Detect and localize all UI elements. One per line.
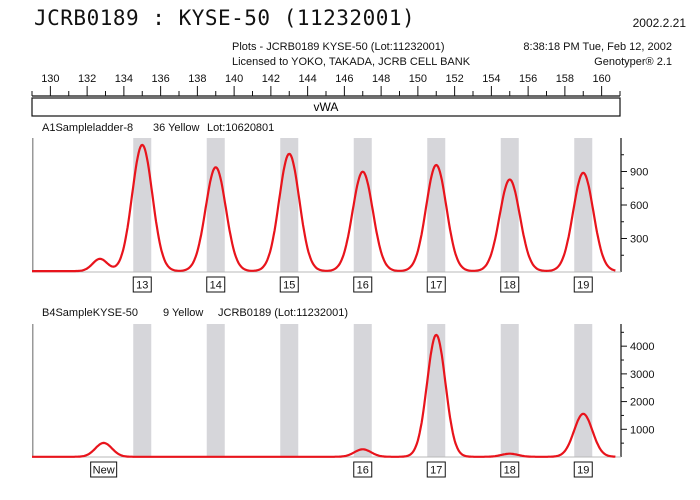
allele-call-box: [573, 461, 593, 478]
panel-left-edge: [32, 324, 34, 457]
allele-call-label: 15: [283, 280, 295, 292]
allele-call-box: [500, 276, 520, 293]
allele-call-box: [353, 276, 373, 293]
intensity-tick-label: 300: [630, 234, 648, 246]
allele-call-label: 18: [504, 280, 516, 292]
size-tick-label: 130: [41, 73, 59, 85]
software-version: Genotyper® 2.1: [594, 56, 672, 68]
panel-sample: 1000 2000 3000 4000 B4SampleKYSE-50 9 Yellow J…: [31, 307, 654, 478]
size-tick-label: 140: [225, 73, 243, 85]
allele-call-label: New: [93, 465, 115, 477]
size-tick-label: 160: [592, 73, 610, 85]
allele-call-box: [206, 276, 226, 293]
allelic-bin: [574, 138, 593, 272]
allelic-bin: [280, 138, 299, 272]
peak-apex: [141, 144, 144, 146]
peak-apex: [582, 172, 585, 174]
intensity-tick-label: 900: [630, 167, 648, 179]
intensity-tick-label: 600: [630, 200, 648, 212]
intensity-tick-label: 3000: [630, 369, 654, 381]
allele-call-box: [90, 461, 118, 478]
allele-call-box: [132, 276, 152, 293]
peak-apex: [508, 452, 511, 455]
allele-call-label: 16: [357, 280, 369, 292]
license-line: Licensed to YOKO, TAKADA, JCRB CELL BANK: [232, 56, 471, 68]
peak-apex: [288, 153, 291, 155]
size-tick-label: 150: [409, 73, 427, 85]
allelic-bin: [353, 324, 372, 457]
allele-call-label: 19: [577, 280, 589, 292]
peak-apex: [99, 258, 101, 260]
size-tick-label: 132: [78, 73, 96, 85]
allele-call-box: [573, 276, 593, 293]
peak-apex: [361, 170, 364, 173]
panel-label: A1Sampleladder-8: [42, 122, 133, 134]
plots-line: Plots - JCRB0189 KYSE-50 (Lot:11232001): [232, 41, 445, 53]
allelic-bin: [280, 324, 299, 457]
peak-apex: [102, 442, 105, 444]
size-tick-label: 138: [188, 73, 206, 85]
allelic-bin: [574, 324, 593, 457]
peak-apex: [214, 166, 217, 169]
peak-apex: [435, 164, 438, 166]
size-tick-label: 134: [115, 73, 133, 85]
size-tick-label: 144: [298, 73, 316, 85]
trace-line: [31, 333, 616, 458]
peak-apex: [582, 413, 585, 415]
size-tick-label: 148: [372, 73, 390, 85]
allelic-bin: [427, 138, 446, 272]
panel-ladder: 300 600 900 A1Sampleladder-8 36 Yellow Lot:10…: [31, 122, 648, 293]
allele-call-label: 19: [577, 465, 589, 477]
allele-call-box: [500, 461, 520, 478]
size-tick-label: 156: [519, 73, 537, 85]
panel-label: B4SampleKYSE-50: [42, 307, 138, 319]
allelic-bin: [353, 138, 372, 272]
allelic-bin: [500, 324, 519, 457]
allele-call-label: 13: [136, 280, 148, 292]
intensity-tick-label: 2000: [630, 397, 654, 409]
allelic-bin: [133, 138, 152, 272]
panel-left-edge: [32, 138, 34, 272]
size-tick-label: 142: [262, 73, 280, 85]
size-tick-label: 158: [556, 73, 574, 85]
allele-call-label: 16: [357, 465, 369, 477]
panel-dye: 36 Yellow: [153, 122, 200, 134]
panel-dye: 9 Yellow: [163, 307, 203, 319]
allele-call-box: [426, 276, 446, 293]
panel-lot: JCRB0189 (Lot:11232001): [218, 307, 348, 319]
allelic-bin: [427, 324, 446, 457]
allele-call-box: [426, 461, 446, 478]
peak-apex: [361, 448, 364, 451]
allelic-bin: [206, 138, 225, 272]
allele-call-label: 14: [210, 280, 222, 292]
intensity-tick-label: 4000: [630, 341, 654, 353]
allelic-bin: [500, 138, 519, 272]
panel-lot: Lot:10620801: [207, 122, 274, 134]
timestamp: 8:38:18 PM Tue, Feb 12, 2002: [523, 41, 672, 53]
size-tick-label: 136: [151, 73, 169, 85]
allele-call-label: 17: [430, 465, 442, 477]
peak-apex: [508, 178, 511, 181]
intensity-tick-label: 1000: [630, 424, 654, 436]
allele-call-box: [279, 276, 299, 293]
size-tick-label: 146: [335, 73, 353, 85]
locus-label: vWA: [314, 100, 339, 114]
allelic-bin: [133, 324, 152, 457]
trace-line: [31, 143, 616, 273]
size-tick-label: 154: [482, 73, 500, 85]
allelic-bin: [206, 324, 225, 457]
size-axis: vWA 130 132 134 136 138 140 142 144 146 148 150 152…: [31, 73, 621, 117]
peak-apex: [435, 334, 438, 336]
allele-call-label: 18: [504, 465, 516, 477]
allele-call-box: [353, 461, 373, 478]
locus-bar: [31, 97, 621, 117]
size-tick-label: 152: [445, 73, 463, 85]
allele-call-label: 17: [430, 280, 442, 292]
report-date: 2002.2.21: [632, 16, 686, 30]
page-title: JCRB0189 : KYSE-50 (11232001): [34, 6, 416, 30]
